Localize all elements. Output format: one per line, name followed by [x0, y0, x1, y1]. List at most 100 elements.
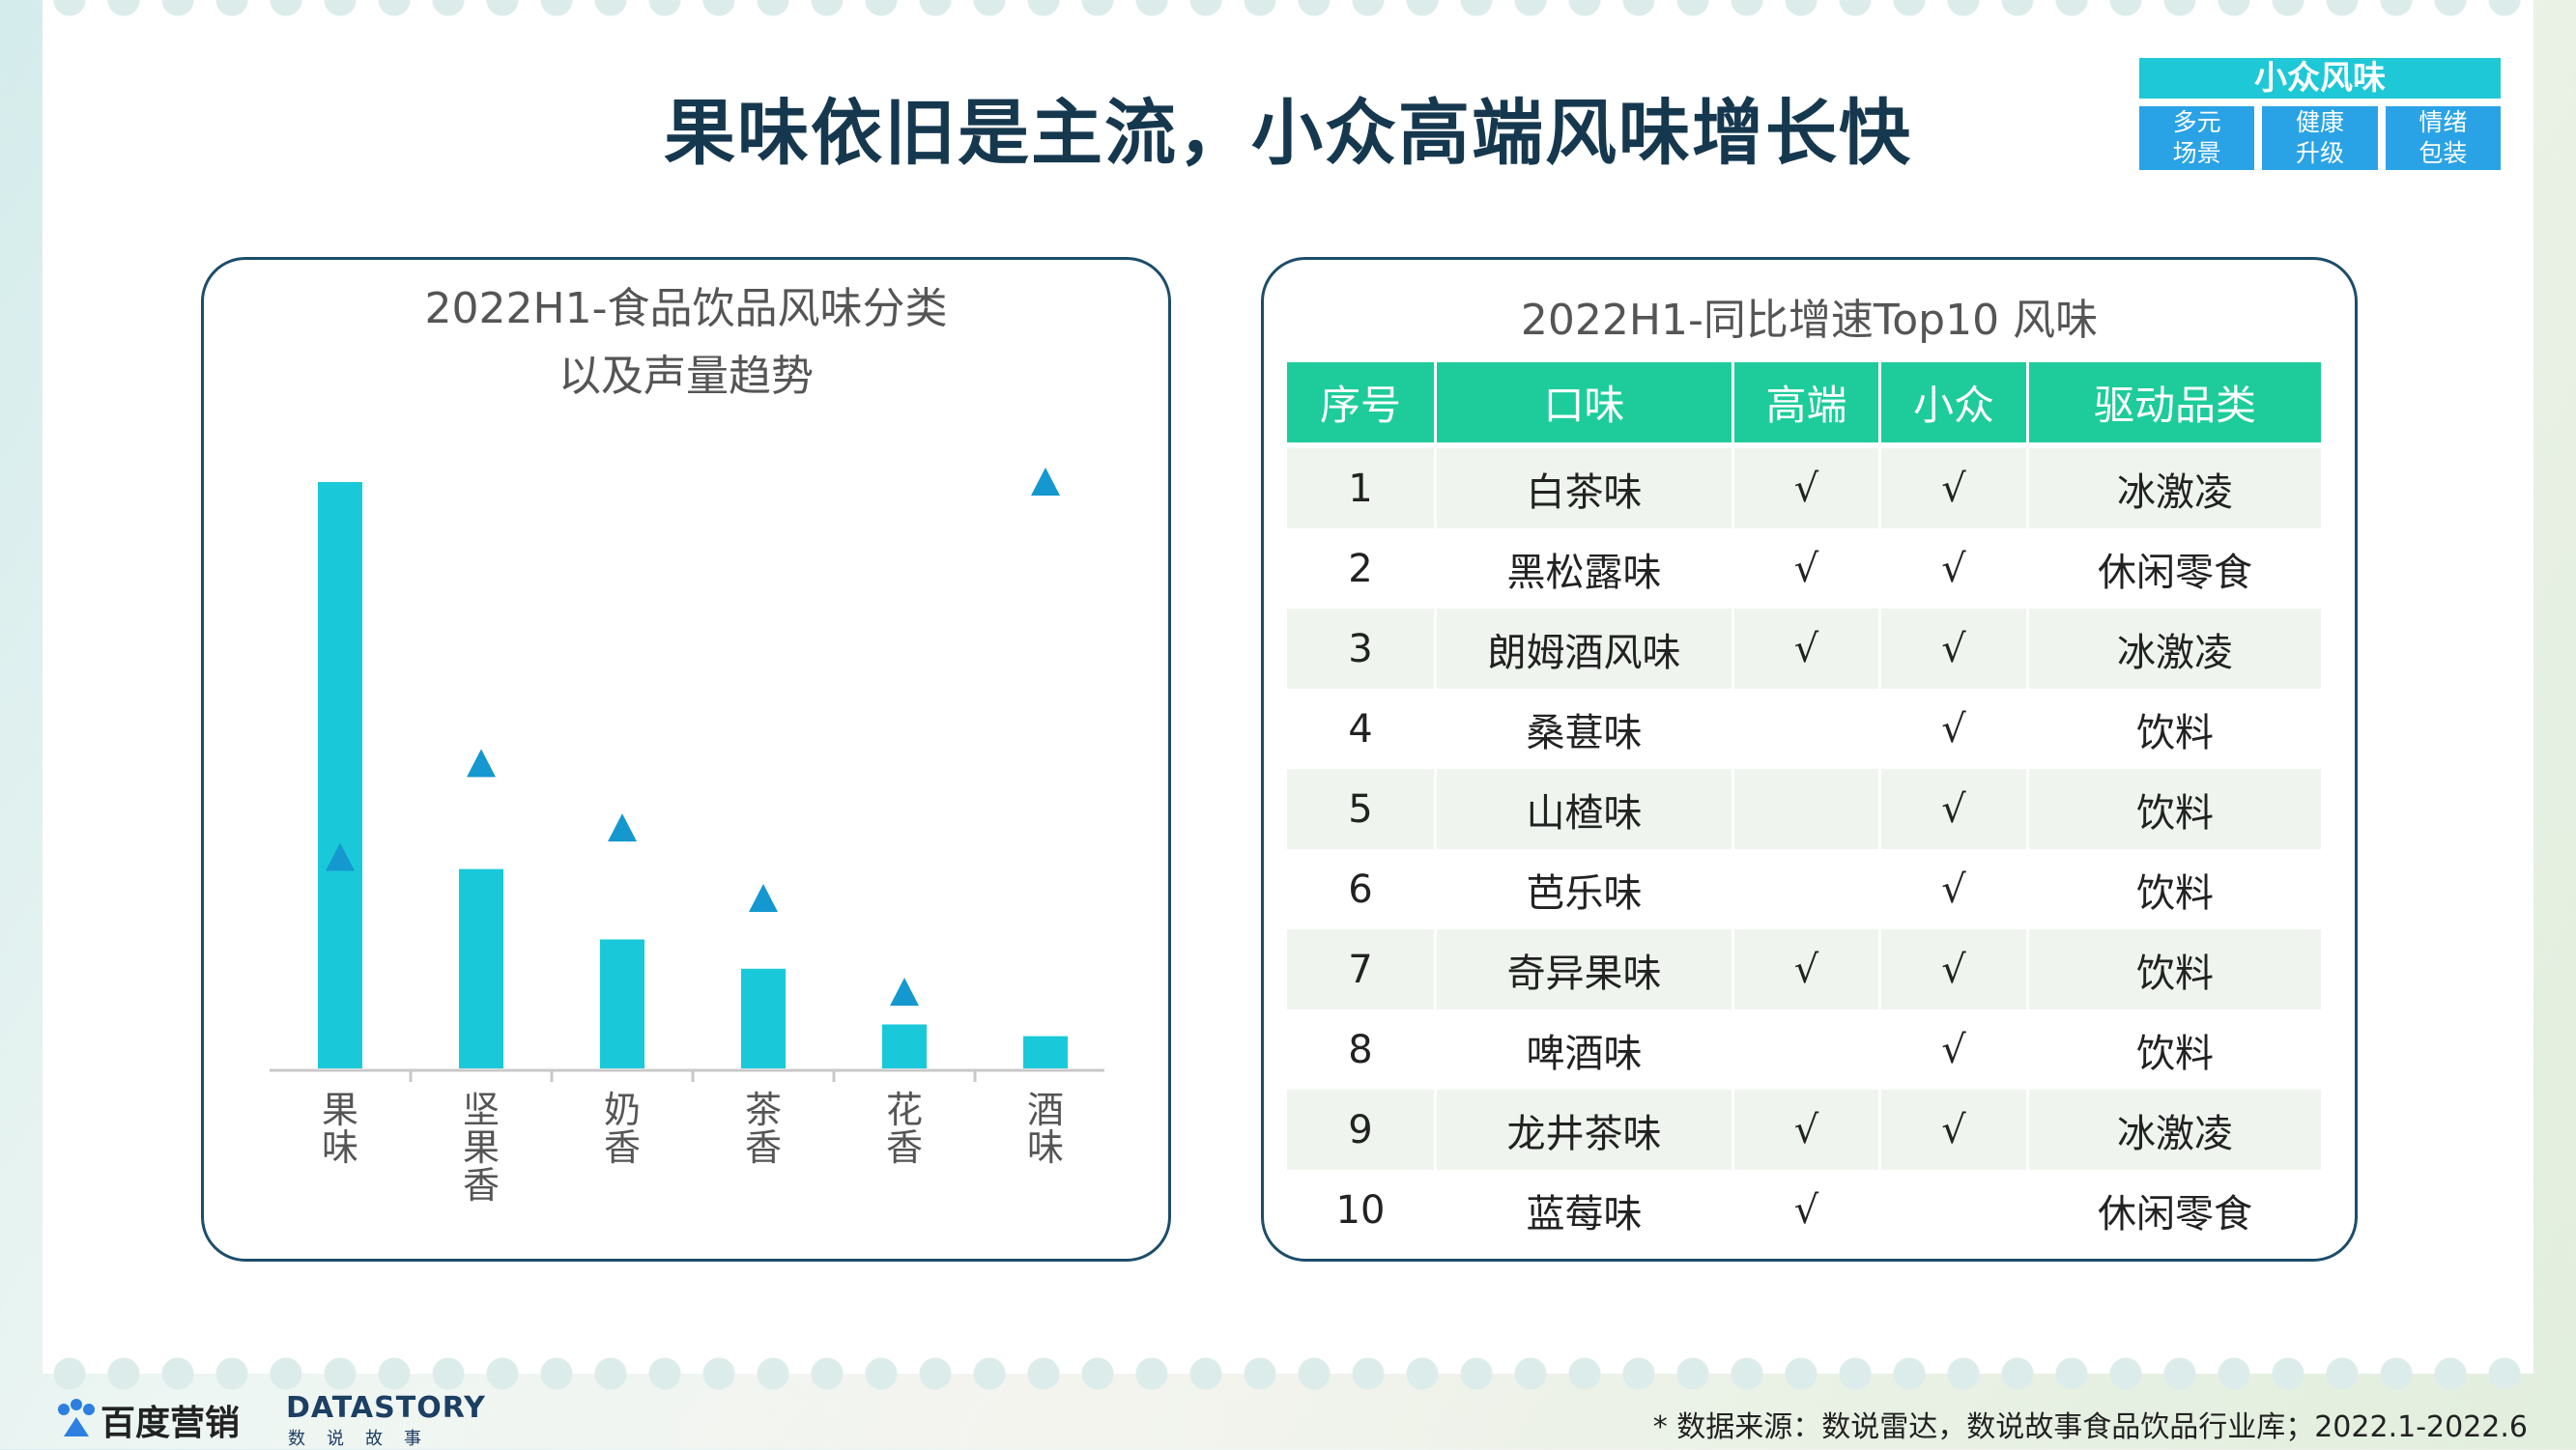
datastory-wordmark: DATASTORY: [286, 1391, 486, 1425]
tag-box-header: 小众风味: [2139, 58, 2501, 99]
table-row: 7 奇异果味 √ √ 饮料: [1287, 929, 2321, 1009]
x-tick-label-char: 坚: [463, 1089, 500, 1131]
cell-index: 7: [1287, 929, 1437, 1009]
cell-flavor: 蓝莓味: [1437, 1170, 1734, 1250]
table-row: 4 桑葚味 √ 饮料: [1287, 689, 2321, 769]
tag-cell-line: 多元: [2172, 108, 2221, 136]
x-tick-label-char: 奶: [604, 1089, 641, 1131]
cell-category: 饮料: [2136, 790, 2214, 836]
table-row: 6 芭乐味 √ 饮料: [1287, 849, 2321, 929]
header-index: 序号: [1287, 362, 1437, 442]
cell-category: 休闲零食: [2098, 550, 2252, 595]
datastory-subtitle: 数说故事: [288, 1429, 443, 1449]
cell-index: 1: [1287, 448, 1437, 528]
x-tick-label-char: 味: [1027, 1126, 1064, 1169]
tag-cell-line: 场景: [2172, 139, 2221, 167]
cell-niche: √: [1881, 769, 2029, 849]
x-tick-label-char: 果: [463, 1126, 500, 1169]
cell-niche: [1881, 1170, 2029, 1250]
x-tick-label-char: 香: [604, 1126, 641, 1169]
x-tick-label-char: 香: [886, 1126, 923, 1169]
bar-1: [318, 482, 362, 1068]
page-title: 果味依旧是主流，小众高端风味增长快: [664, 92, 1912, 175]
header-niche: 小众: [1881, 362, 2029, 442]
cell-category: 冰激凌: [2117, 1111, 2233, 1156]
chart-title-line2: 以及声量趋势: [558, 352, 814, 401]
cell-index: 10: [1287, 1170, 1437, 1250]
cell-premium: √: [1734, 1090, 1881, 1170]
datastory-logo: DATASTORY 数说故事: [286, 1391, 486, 1450]
cell-index: 9: [1287, 1090, 1437, 1170]
cell-niche: √: [1881, 689, 2029, 769]
cell-flavor: 奇异果味: [1437, 929, 1734, 1009]
cell-category: 饮料: [2136, 870, 2214, 916]
table-row: 5 山楂味 √ 饮料: [1287, 769, 2321, 849]
top10-flavor-table: 序号 口味 高端 小众 驱动品类 1 白茶味 √ √ 冰激凌 2 黑松露味 √ √ 休闲零食 3 朗姆…: [1287, 362, 2321, 1250]
cell-premium: [1734, 1009, 1881, 1090]
cell-category: 饮料: [2136, 710, 2214, 755]
cell-flavor: 白茶味: [1437, 448, 1734, 528]
chart-title: 2022H1-食品饮品风味分类 以及声量趋势: [204, 275, 1168, 411]
cell-premium: √: [1734, 528, 1881, 609]
stamp-edge-bottom: [43, 1354, 2533, 1393]
tag-cell: 情绪 包装: [2385, 106, 2501, 170]
header-premium: 高端: [1734, 362, 1881, 442]
cell-niche: √: [1881, 849, 2029, 929]
trend-marker-3: [608, 813, 637, 842]
cell-niche: √: [1881, 448, 2029, 528]
x-tick-label-char: 香: [745, 1126, 782, 1169]
bar-2: [459, 868, 503, 1068]
table-row: 10 蓝莓味 √ 休闲零食: [1287, 1170, 2321, 1250]
top10-table-panel: 2022H1-同比增速Top10 风味 序号 口味 高端 小众 驱动品类 1 白茶…: [1261, 257, 2358, 1262]
cell-index: 8: [1287, 1009, 1437, 1090]
table-row: 9 龙井茶味 √ √ 冰激凌: [1287, 1090, 2321, 1170]
niche-flavor-tag-box: 小众风味 多元 场景 健康 升级 情绪 包装: [2139, 58, 2501, 170]
cell-premium: √: [1734, 609, 1881, 689]
cell-niche: √: [1881, 929, 2029, 1009]
trend-marker-6: [1031, 468, 1060, 496]
cell-flavor: 啤酒味: [1437, 1009, 1734, 1090]
tag-box-cells: 多元 场景 健康 升级 情绪 包装: [2139, 106, 2501, 170]
baidu-marketing-logo: 百度营销: [52, 1395, 240, 1445]
tag-cell: 多元 场景: [2139, 106, 2255, 170]
trend-marker-5: [890, 978, 919, 1007]
tag-cell-line: 健康: [2295, 108, 2344, 136]
cell-index: 3: [1287, 609, 1437, 689]
data-source-note: * 数据来源：数说雷达，数说故事食品饮品行业库；2022.1-2022.6: [1652, 1410, 2528, 1444]
cell-flavor: 芭乐味: [1437, 849, 1734, 929]
cell-category: 饮料: [2136, 951, 2214, 996]
cell-category: 休闲零食: [2098, 1191, 2252, 1237]
x-tick-label-char: 味: [322, 1126, 358, 1169]
cell-premium: [1734, 769, 1881, 849]
baidu-marketing-text: 百度营销: [100, 1404, 241, 1443]
cell-niche: √: [1881, 528, 2029, 609]
cell-index: 4: [1287, 689, 1437, 769]
cell-category: 冰激凌: [2117, 469, 2233, 515]
baidu-paw-icon: [58, 1399, 95, 1436]
table-row: 2 黑松露味 √ √ 休闲零食: [1287, 528, 2321, 609]
bar-6: [1023, 1036, 1068, 1068]
chart-title-line1: 2022H1-食品饮品风味分类: [424, 284, 948, 333]
cell-flavor: 朗姆酒风味: [1437, 609, 1734, 689]
cell-premium: [1734, 849, 1881, 929]
tag-cell-line: 情绪: [2419, 108, 2468, 136]
bar-3: [600, 939, 644, 1068]
cell-index: 5: [1287, 769, 1437, 849]
x-tick-label-char: 果: [322, 1089, 358, 1131]
cell-premium: [1734, 689, 1881, 769]
table-row: 1 白茶味 √ √ 冰激凌: [1287, 448, 2321, 528]
trend-marker-4: [749, 883, 778, 912]
bar-4: [741, 968, 786, 1068]
cell-index: 2: [1287, 528, 1437, 609]
cell-flavor: 龙井茶味: [1437, 1090, 1734, 1170]
table-header-row: 序号 口味 高端 小众 驱动品类: [1287, 362, 2321, 442]
table-title: 2022H1-同比增速Top10 风味: [1520, 296, 2099, 345]
trend-marker-1: [326, 842, 355, 871]
cell-flavor: 桑葚味: [1437, 689, 1734, 769]
cell-premium: √: [1734, 929, 1881, 1009]
x-tick-label-char: 花: [886, 1089, 923, 1131]
table-body: 1 白茶味 √ √ 冰激凌 2 黑松露味 √ √ 休闲零食 3 朗姆酒风味 √ √ 冰激凌 4 桑葚味 √ 饮料 5 山…: [1287, 448, 2321, 1250]
cell-premium: √: [1734, 1170, 1881, 1250]
table-row: 3 朗姆酒风味 √ √ 冰激凌: [1287, 609, 2321, 689]
